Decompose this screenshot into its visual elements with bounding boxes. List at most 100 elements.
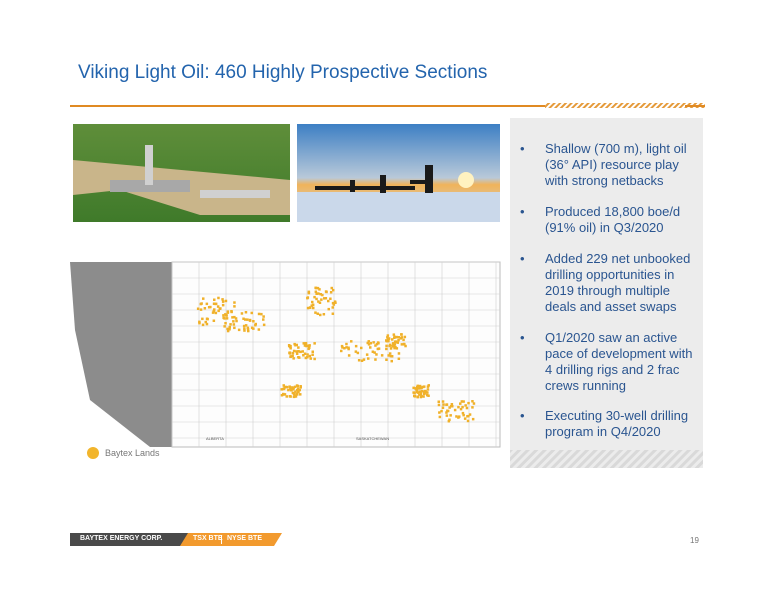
land-parcel (221, 300, 225, 303)
land-parcel (287, 344, 291, 347)
land-parcel (224, 313, 227, 316)
land-parcel (247, 329, 250, 333)
land-parcel (260, 312, 263, 316)
land-parcel (461, 411, 465, 415)
land-parcel (217, 296, 220, 300)
land-parcel (329, 297, 332, 300)
land-parcel (459, 407, 463, 411)
land-parcel (217, 309, 220, 313)
land-parcel (246, 318, 249, 321)
land-parcel (196, 307, 200, 310)
land-parcel (205, 322, 209, 326)
land-parcel (418, 390, 422, 393)
land-parcel (222, 314, 225, 317)
land-parcel (386, 339, 390, 342)
land-parcel (397, 338, 400, 342)
land-parcel (289, 355, 293, 358)
land-parcel (292, 349, 296, 353)
bullet-text: Produced 18,800 boe/d (91% oil) in Q3/20… (545, 204, 681, 235)
land-parcel (262, 318, 265, 321)
land-parcel (333, 300, 337, 303)
land-parcel (387, 354, 390, 357)
land-parcel (468, 413, 472, 416)
land-parcel (295, 343, 298, 347)
land-parcel (391, 338, 394, 341)
land-parcel (448, 406, 451, 409)
land-parcel (319, 313, 322, 317)
land-parcel (212, 319, 216, 322)
land-parcel (437, 403, 441, 407)
land-parcel (419, 386, 422, 390)
land-parcel (311, 350, 314, 353)
land-parcel (233, 326, 236, 330)
land-parcel (385, 358, 388, 361)
land-parcel (295, 392, 298, 396)
land-parcel (283, 386, 286, 389)
land-parcel (201, 317, 204, 321)
land-parcel (285, 395, 288, 398)
land-parcel (294, 344, 297, 347)
land-parcel (252, 320, 255, 323)
land-parcel (302, 342, 305, 345)
land-parcel (295, 352, 299, 355)
land-parcel (343, 347, 346, 350)
land-parcel (457, 405, 460, 409)
land-parcel (302, 354, 305, 357)
bullet: • Shallow (700 m), light oil (36° API) re… (520, 141, 700, 189)
land-parcel (426, 388, 430, 391)
land-parcel (299, 350, 302, 354)
land-parcel (441, 400, 445, 403)
land-parcel (471, 406, 474, 409)
land-parcel (440, 409, 443, 413)
land-parcel (318, 301, 322, 304)
land-parcel (394, 345, 397, 349)
land-parcel (308, 344, 311, 347)
land-parcel (331, 301, 335, 305)
land-parcel (298, 356, 301, 359)
land-parcel (380, 354, 384, 357)
land-parcel (262, 323, 266, 327)
land-parcel (234, 317, 238, 320)
map-label: ALBERTA (206, 436, 224, 441)
land-parcel (250, 311, 253, 315)
land-parcel (356, 351, 360, 355)
land-parcel (304, 356, 308, 360)
land-parcel (226, 327, 229, 331)
land-parcel (305, 344, 308, 348)
land-parcel (396, 341, 399, 344)
land-parcel (345, 342, 348, 346)
land-parcel (450, 405, 453, 408)
land-parcel (449, 414, 452, 417)
land-parcel (327, 299, 330, 303)
land-parcel (204, 320, 207, 324)
land-parcel (414, 387, 417, 390)
land-parcel (232, 323, 236, 326)
land-parcel (386, 334, 390, 337)
land-parcel (304, 343, 308, 346)
land-parcel (201, 323, 205, 327)
land-parcel (294, 390, 297, 393)
land-parcel (462, 413, 465, 417)
land-parcel (297, 350, 300, 353)
land-parcel (460, 400, 464, 403)
land-parcel (228, 328, 231, 331)
land-parcel (306, 296, 309, 300)
land-parcel (455, 415, 458, 418)
land-parcel (320, 298, 323, 301)
land-parcel (257, 328, 261, 331)
land-parcel (301, 350, 304, 353)
land-parcel (426, 393, 429, 397)
land-parcel (229, 323, 232, 326)
land-parcel (397, 336, 400, 339)
page-number: 19 (690, 536, 699, 545)
land-parcel (332, 288, 335, 292)
land-parcel (404, 344, 407, 348)
land-parcel (289, 347, 292, 350)
land-parcel (325, 290, 328, 294)
land-parcel (224, 299, 228, 303)
land-parcel (357, 359, 361, 362)
land-parcel (427, 394, 430, 397)
land-parcel (246, 326, 250, 330)
land-parcel (445, 414, 449, 417)
